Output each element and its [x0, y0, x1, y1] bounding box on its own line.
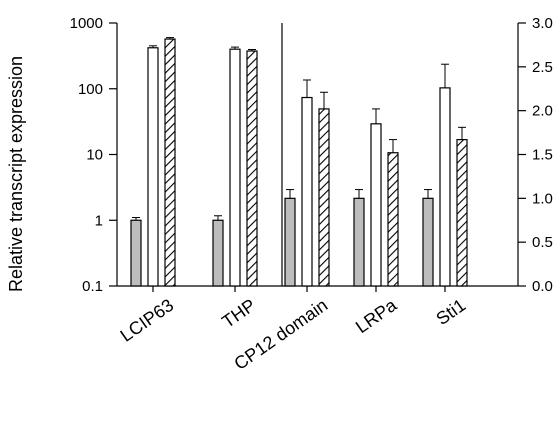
bar [387, 152, 399, 287]
right-y-tick-label: 2.0 [532, 103, 553, 120]
right-y-tick-label: 2.5 [532, 59, 553, 76]
right-y-tick-label: 1.0 [532, 190, 553, 207]
bar [212, 219, 224, 287]
right-y-tick-label: 1.5 [532, 147, 553, 164]
bar [439, 87, 451, 287]
right-y-tick-label: 0.0 [532, 278, 553, 295]
y-axis-label: Relative transcript expression [6, 56, 26, 292]
bar [318, 108, 330, 287]
bar [422, 197, 434, 287]
bar [456, 138, 468, 287]
left-y-tick-label: 0.1 [82, 278, 103, 295]
bar [229, 48, 241, 287]
right-y-tick-label: 0.5 [532, 234, 553, 251]
bar [353, 197, 365, 287]
bar [246, 50, 258, 287]
bar [130, 219, 142, 287]
left-y-tick-label: 100 [78, 81, 103, 98]
bars [130, 37, 468, 287]
left-y-tick-label: 10 [86, 147, 103, 164]
bar [301, 96, 313, 287]
left-y-tick-label: 1 [95, 212, 103, 229]
bar [164, 38, 176, 287]
x-tick-label: LRPa [352, 294, 401, 337]
x-tick-label: THP [218, 295, 259, 332]
bar [147, 47, 159, 287]
x-tick-label: Sti1 [432, 295, 469, 329]
bar [284, 197, 296, 287]
right-y-tick-label: 3.0 [532, 15, 553, 32]
bar [370, 123, 382, 287]
left-y-tick-label: 1000 [70, 15, 103, 32]
x-tick-label: LCIP63 [117, 295, 178, 346]
